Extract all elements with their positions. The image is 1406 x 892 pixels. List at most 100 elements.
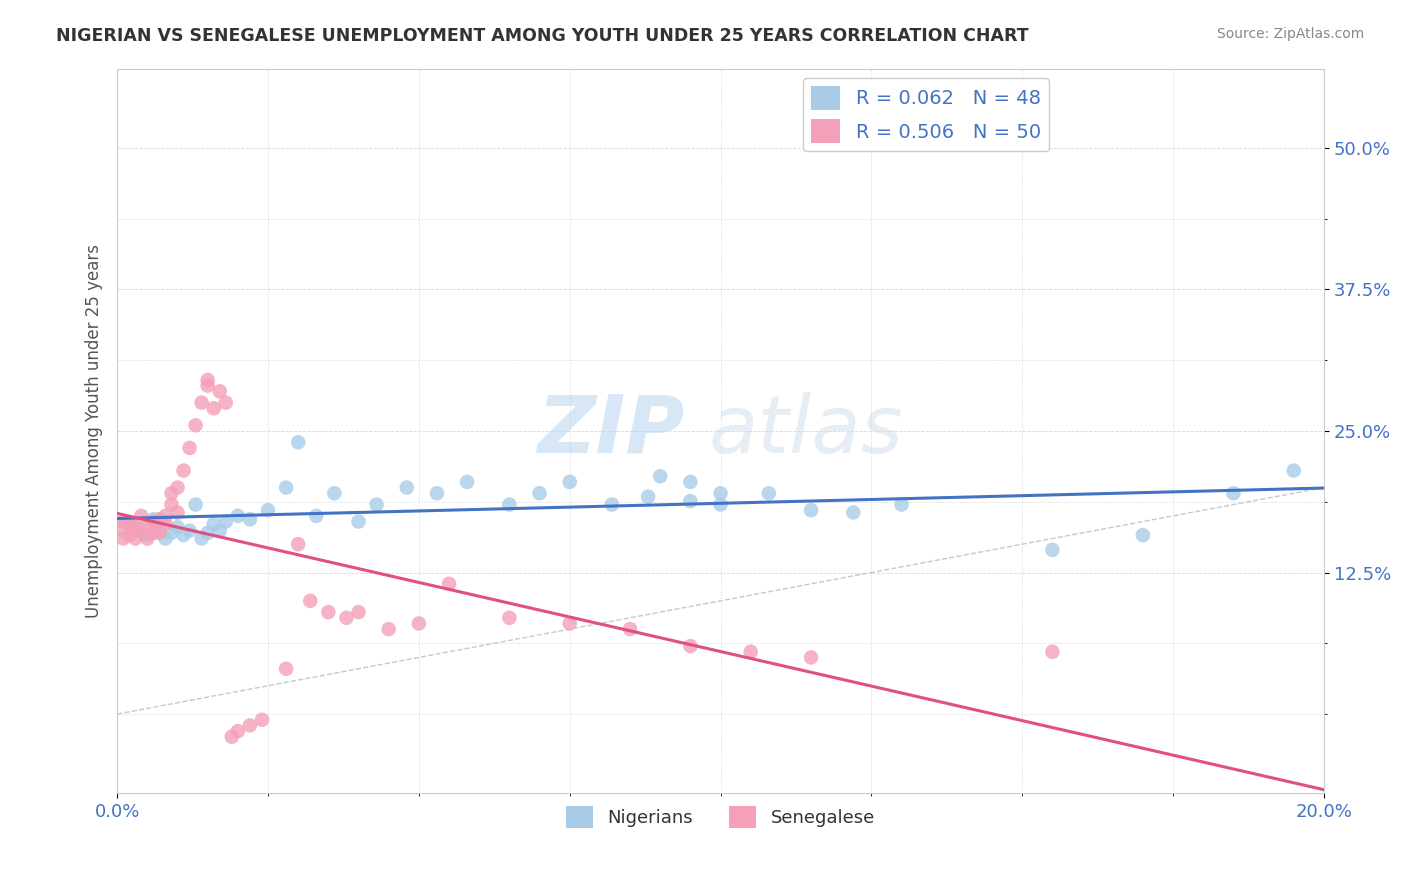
Point: [215, 515, 238, 529]
Point: [456, 475, 478, 489]
Point: [437, 577, 460, 591]
Point: [179, 524, 201, 538]
Point: [124, 520, 146, 534]
Point: [395, 481, 418, 495]
Point: [118, 516, 141, 531]
Point: [131, 525, 153, 540]
Text: atlas: atlas: [709, 392, 903, 470]
Point: [155, 516, 177, 531]
Point: [600, 498, 623, 512]
Point: [155, 508, 177, 523]
Point: [160, 498, 183, 512]
Point: [184, 498, 207, 512]
Point: [426, 486, 449, 500]
Point: [226, 724, 249, 739]
Point: [208, 384, 231, 399]
Point: [184, 418, 207, 433]
Point: [239, 718, 262, 732]
Point: [366, 498, 388, 512]
Point: [323, 486, 346, 500]
Point: [142, 515, 165, 529]
Point: [148, 512, 170, 526]
Y-axis label: Unemployment Among Youth under 25 years: Unemployment Among Youth under 25 years: [86, 244, 103, 618]
Text: Source: ZipAtlas.com: Source: ZipAtlas.com: [1216, 27, 1364, 41]
Point: [287, 435, 309, 450]
Point: [118, 528, 141, 542]
Point: [142, 525, 165, 540]
Text: NIGERIAN VS SENEGALESE UNEMPLOYMENT AMONG YOUTH UNDER 25 YEARS CORRELATION CHART: NIGERIAN VS SENEGALESE UNEMPLOYMENT AMON…: [56, 27, 1029, 45]
Point: [377, 622, 399, 636]
Point: [190, 532, 212, 546]
Point: [1132, 528, 1154, 542]
Point: [197, 378, 219, 392]
Point: [335, 611, 357, 625]
Point: [1042, 645, 1064, 659]
Point: [498, 611, 520, 625]
Point: [190, 395, 212, 409]
Point: [173, 528, 195, 542]
Point: [136, 520, 159, 534]
Point: [112, 515, 135, 529]
Point: [173, 464, 195, 478]
Point: [155, 532, 177, 546]
Point: [112, 524, 135, 538]
Point: [619, 622, 641, 636]
Point: [197, 373, 219, 387]
Point: [257, 503, 280, 517]
Point: [347, 515, 370, 529]
Point: [740, 645, 762, 659]
Point: [215, 395, 238, 409]
Point: [118, 516, 141, 531]
Point: [709, 486, 731, 500]
Text: ZIP: ZIP: [537, 392, 685, 470]
Point: [131, 524, 153, 538]
Point: [305, 508, 328, 523]
Point: [166, 520, 188, 534]
Point: [166, 481, 188, 495]
Point: [276, 662, 298, 676]
Point: [318, 605, 340, 619]
Point: [148, 524, 170, 538]
Point: [124, 532, 146, 546]
Point: [637, 490, 659, 504]
Point: [408, 616, 430, 631]
Point: [558, 616, 581, 631]
Point: [529, 486, 551, 500]
Legend: Nigerians, Senegalese: Nigerians, Senegalese: [558, 798, 883, 835]
Point: [112, 515, 135, 529]
Point: [679, 475, 702, 489]
Point: [347, 605, 370, 619]
Point: [1282, 464, 1305, 478]
Point: [1042, 542, 1064, 557]
Point: [221, 730, 243, 744]
Point: [197, 525, 219, 540]
Point: [890, 498, 912, 512]
Point: [179, 441, 201, 455]
Point: [558, 475, 581, 489]
Point: [112, 532, 135, 546]
Point: [136, 528, 159, 542]
Point: [800, 650, 823, 665]
Point: [709, 498, 731, 512]
Point: [160, 525, 183, 540]
Point: [250, 713, 273, 727]
Point: [124, 520, 146, 534]
Point: [498, 498, 520, 512]
Point: [287, 537, 309, 551]
Point: [166, 506, 188, 520]
Point: [160, 486, 183, 500]
Point: [239, 512, 262, 526]
Point: [276, 481, 298, 495]
Point: [202, 401, 225, 416]
Point: [679, 494, 702, 508]
Point: [299, 594, 322, 608]
Point: [208, 524, 231, 538]
Point: [842, 506, 865, 520]
Point: [800, 503, 823, 517]
Point: [1222, 486, 1244, 500]
Point: [758, 486, 780, 500]
Point: [131, 508, 153, 523]
Point: [202, 516, 225, 531]
Point: [650, 469, 672, 483]
Point: [226, 508, 249, 523]
